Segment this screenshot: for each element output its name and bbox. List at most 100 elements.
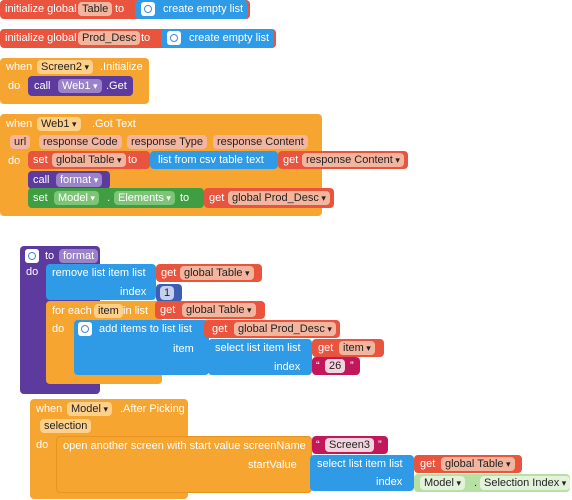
select-list-item-label: select list item list bbox=[317, 458, 403, 470]
select-list-item-block[interactable]: select list item list index bbox=[208, 339, 312, 375]
get-global-prod-desc-block[interactable]: get global Prod_Desc bbox=[204, 320, 340, 338]
component-dropdown[interactable]: Model bbox=[54, 191, 99, 205]
variable-dropdown[interactable]: global Table bbox=[441, 457, 515, 471]
create-empty-list-label: create empty list bbox=[189, 32, 270, 44]
screen-name-text-block[interactable]: “ Screen3 ” bbox=[312, 436, 388, 454]
component-dropdown[interactable]: Model bbox=[67, 402, 112, 416]
model-selection-index-block[interactable]: Model . Selection Index bbox=[414, 474, 571, 492]
index-number-block[interactable]: 1 bbox=[156, 284, 182, 302]
to-label: to bbox=[45, 250, 55, 262]
property-dropdown[interactable]: Elements bbox=[114, 191, 175, 205]
quote-close-icon: ” bbox=[350, 360, 354, 372]
screen2-initialize-event-block[interactable]: when Screen2 .Initialize do call Web1 .G… bbox=[0, 58, 149, 104]
index-label: index bbox=[274, 361, 301, 373]
create-empty-list-block[interactable]: create empty list bbox=[135, 0, 248, 19]
variable-dropdown[interactable]: item bbox=[339, 341, 375, 355]
set-label: set bbox=[33, 154, 48, 166]
add-items-label: add items to list list bbox=[99, 323, 192, 335]
do-label: do bbox=[8, 80, 21, 92]
variable-name-field[interactable]: Table bbox=[78, 2, 113, 16]
initialize-global-label: initialize global bbox=[5, 3, 77, 15]
component-dropdown[interactable]: Screen2 bbox=[37, 60, 94, 74]
screen-name-field[interactable]: Screen3 bbox=[325, 438, 374, 452]
get-global-prod-desc-block[interactable]: get global Prod_Desc bbox=[204, 188, 334, 208]
gear-icon[interactable] bbox=[25, 249, 39, 263]
set-label: set bbox=[33, 192, 48, 204]
variable-dropdown[interactable]: global Prod_Desc bbox=[234, 322, 336, 336]
index-number-block[interactable]: “ 26 ” bbox=[312, 357, 360, 375]
get-label: get bbox=[209, 192, 225, 204]
remove-list-item-label: remove list item list bbox=[52, 267, 146, 279]
call-web1-get-block[interactable]: call Web1 .Get bbox=[28, 76, 133, 96]
get-response-content-block[interactable]: get response Content bbox=[278, 151, 408, 169]
when-label: when bbox=[6, 61, 33, 73]
index-label: index bbox=[120, 286, 147, 298]
get-label: get bbox=[160, 304, 176, 316]
variable-dropdown[interactable]: global Table bbox=[52, 153, 126, 167]
dot-label: . bbox=[474, 477, 478, 489]
event-name-label: .After Picking bbox=[120, 403, 185, 415]
web1-got-text-event-block[interactable]: when Web1 .Got Text url response Code re… bbox=[0, 114, 408, 216]
variable-dropdown[interactable]: global Table bbox=[180, 266, 254, 280]
variable-dropdown[interactable]: response Content bbox=[302, 153, 404, 167]
gear-icon[interactable] bbox=[141, 2, 155, 16]
event-param[interactable]: url bbox=[10, 135, 31, 149]
list-from-csv-table-block[interactable]: list from csv table text bbox=[150, 151, 278, 169]
call-label: call bbox=[34, 80, 51, 92]
create-empty-list-label: create empty list bbox=[163, 3, 244, 15]
to-label: to bbox=[180, 192, 190, 204]
select-list-item-block[interactable]: select list item list index bbox=[310, 455, 414, 491]
index-value-field[interactable]: 1 bbox=[160, 286, 175, 300]
event-param[interactable]: response Content bbox=[213, 135, 308, 149]
initialize-global-label: initialize global bbox=[5, 32, 77, 44]
get-global-table-block[interactable]: get global Table bbox=[156, 264, 262, 282]
index-value-field[interactable]: 26 bbox=[325, 359, 346, 373]
item-label: item bbox=[173, 343, 194, 355]
method-label: .Get bbox=[106, 80, 127, 92]
loop-variable-field[interactable]: item bbox=[94, 304, 123, 318]
set-model-elements-block[interactable]: set Model . Elements to bbox=[28, 188, 204, 208]
create-empty-list-block[interactable]: create empty list bbox=[161, 29, 274, 48]
get-item-block[interactable]: get item bbox=[312, 339, 384, 357]
dot-label: . bbox=[107, 192, 111, 204]
variable-dropdown[interactable]: global Prod_Desc bbox=[228, 191, 330, 205]
do-label: do bbox=[26, 266, 39, 278]
procedure-dropdown[interactable]: format bbox=[56, 173, 103, 187]
to-label: to bbox=[115, 3, 125, 15]
select-list-item-label: select list item list bbox=[215, 342, 301, 354]
to-label: to bbox=[141, 32, 151, 44]
quote-open-icon: “ bbox=[316, 360, 320, 372]
get-global-table-block[interactable]: get global Table bbox=[155, 301, 265, 319]
get-label: get bbox=[318, 342, 334, 354]
variable-name-field[interactable]: Prod_Desc bbox=[78, 31, 141, 45]
event-param[interactable]: response Type bbox=[127, 135, 207, 149]
property-dropdown[interactable]: Selection Index bbox=[480, 476, 571, 490]
init-global-table-block[interactable]: initialize global Table to create empty … bbox=[0, 0, 250, 19]
set-global-table-block[interactable]: set global Table to bbox=[28, 151, 150, 169]
quote-close-icon: ” bbox=[378, 439, 382, 451]
event-param[interactable]: response Code bbox=[39, 135, 122, 149]
when-label: when bbox=[6, 118, 33, 130]
component-dropdown[interactable]: Web1 bbox=[37, 117, 81, 131]
component-dropdown[interactable]: Model bbox=[420, 476, 465, 490]
to-label: to bbox=[128, 154, 138, 166]
add-items-to-list-block[interactable]: add items to list list item bbox=[74, 320, 209, 375]
start-value-label: startValue bbox=[248, 459, 297, 471]
variable-dropdown[interactable]: global Table bbox=[182, 303, 256, 317]
init-global-prod-desc-block[interactable]: initialize global Prod_Desc to create em… bbox=[0, 29, 276, 48]
event-name-label: .Got Text bbox=[92, 118, 136, 130]
in-list-label: in list bbox=[123, 305, 149, 317]
get-global-table-block[interactable]: get global Table bbox=[414, 455, 522, 473]
call-label: call bbox=[33, 174, 50, 186]
open-another-screen-block[interactable]: open another screen with start value scr… bbox=[56, 436, 312, 493]
remove-list-item-block[interactable]: remove list item list index bbox=[46, 264, 156, 300]
call-format-block[interactable]: call format bbox=[28, 171, 110, 189]
procedure-name-field[interactable]: format bbox=[59, 249, 99, 263]
get-label: get bbox=[212, 323, 228, 335]
do-label: do bbox=[8, 155, 21, 167]
get-label: get bbox=[161, 267, 177, 279]
gear-icon[interactable] bbox=[78, 322, 92, 336]
event-param[interactable]: selection bbox=[40, 419, 92, 433]
component-dropdown[interactable]: Web1 bbox=[58, 79, 102, 93]
gear-icon[interactable] bbox=[167, 31, 181, 45]
